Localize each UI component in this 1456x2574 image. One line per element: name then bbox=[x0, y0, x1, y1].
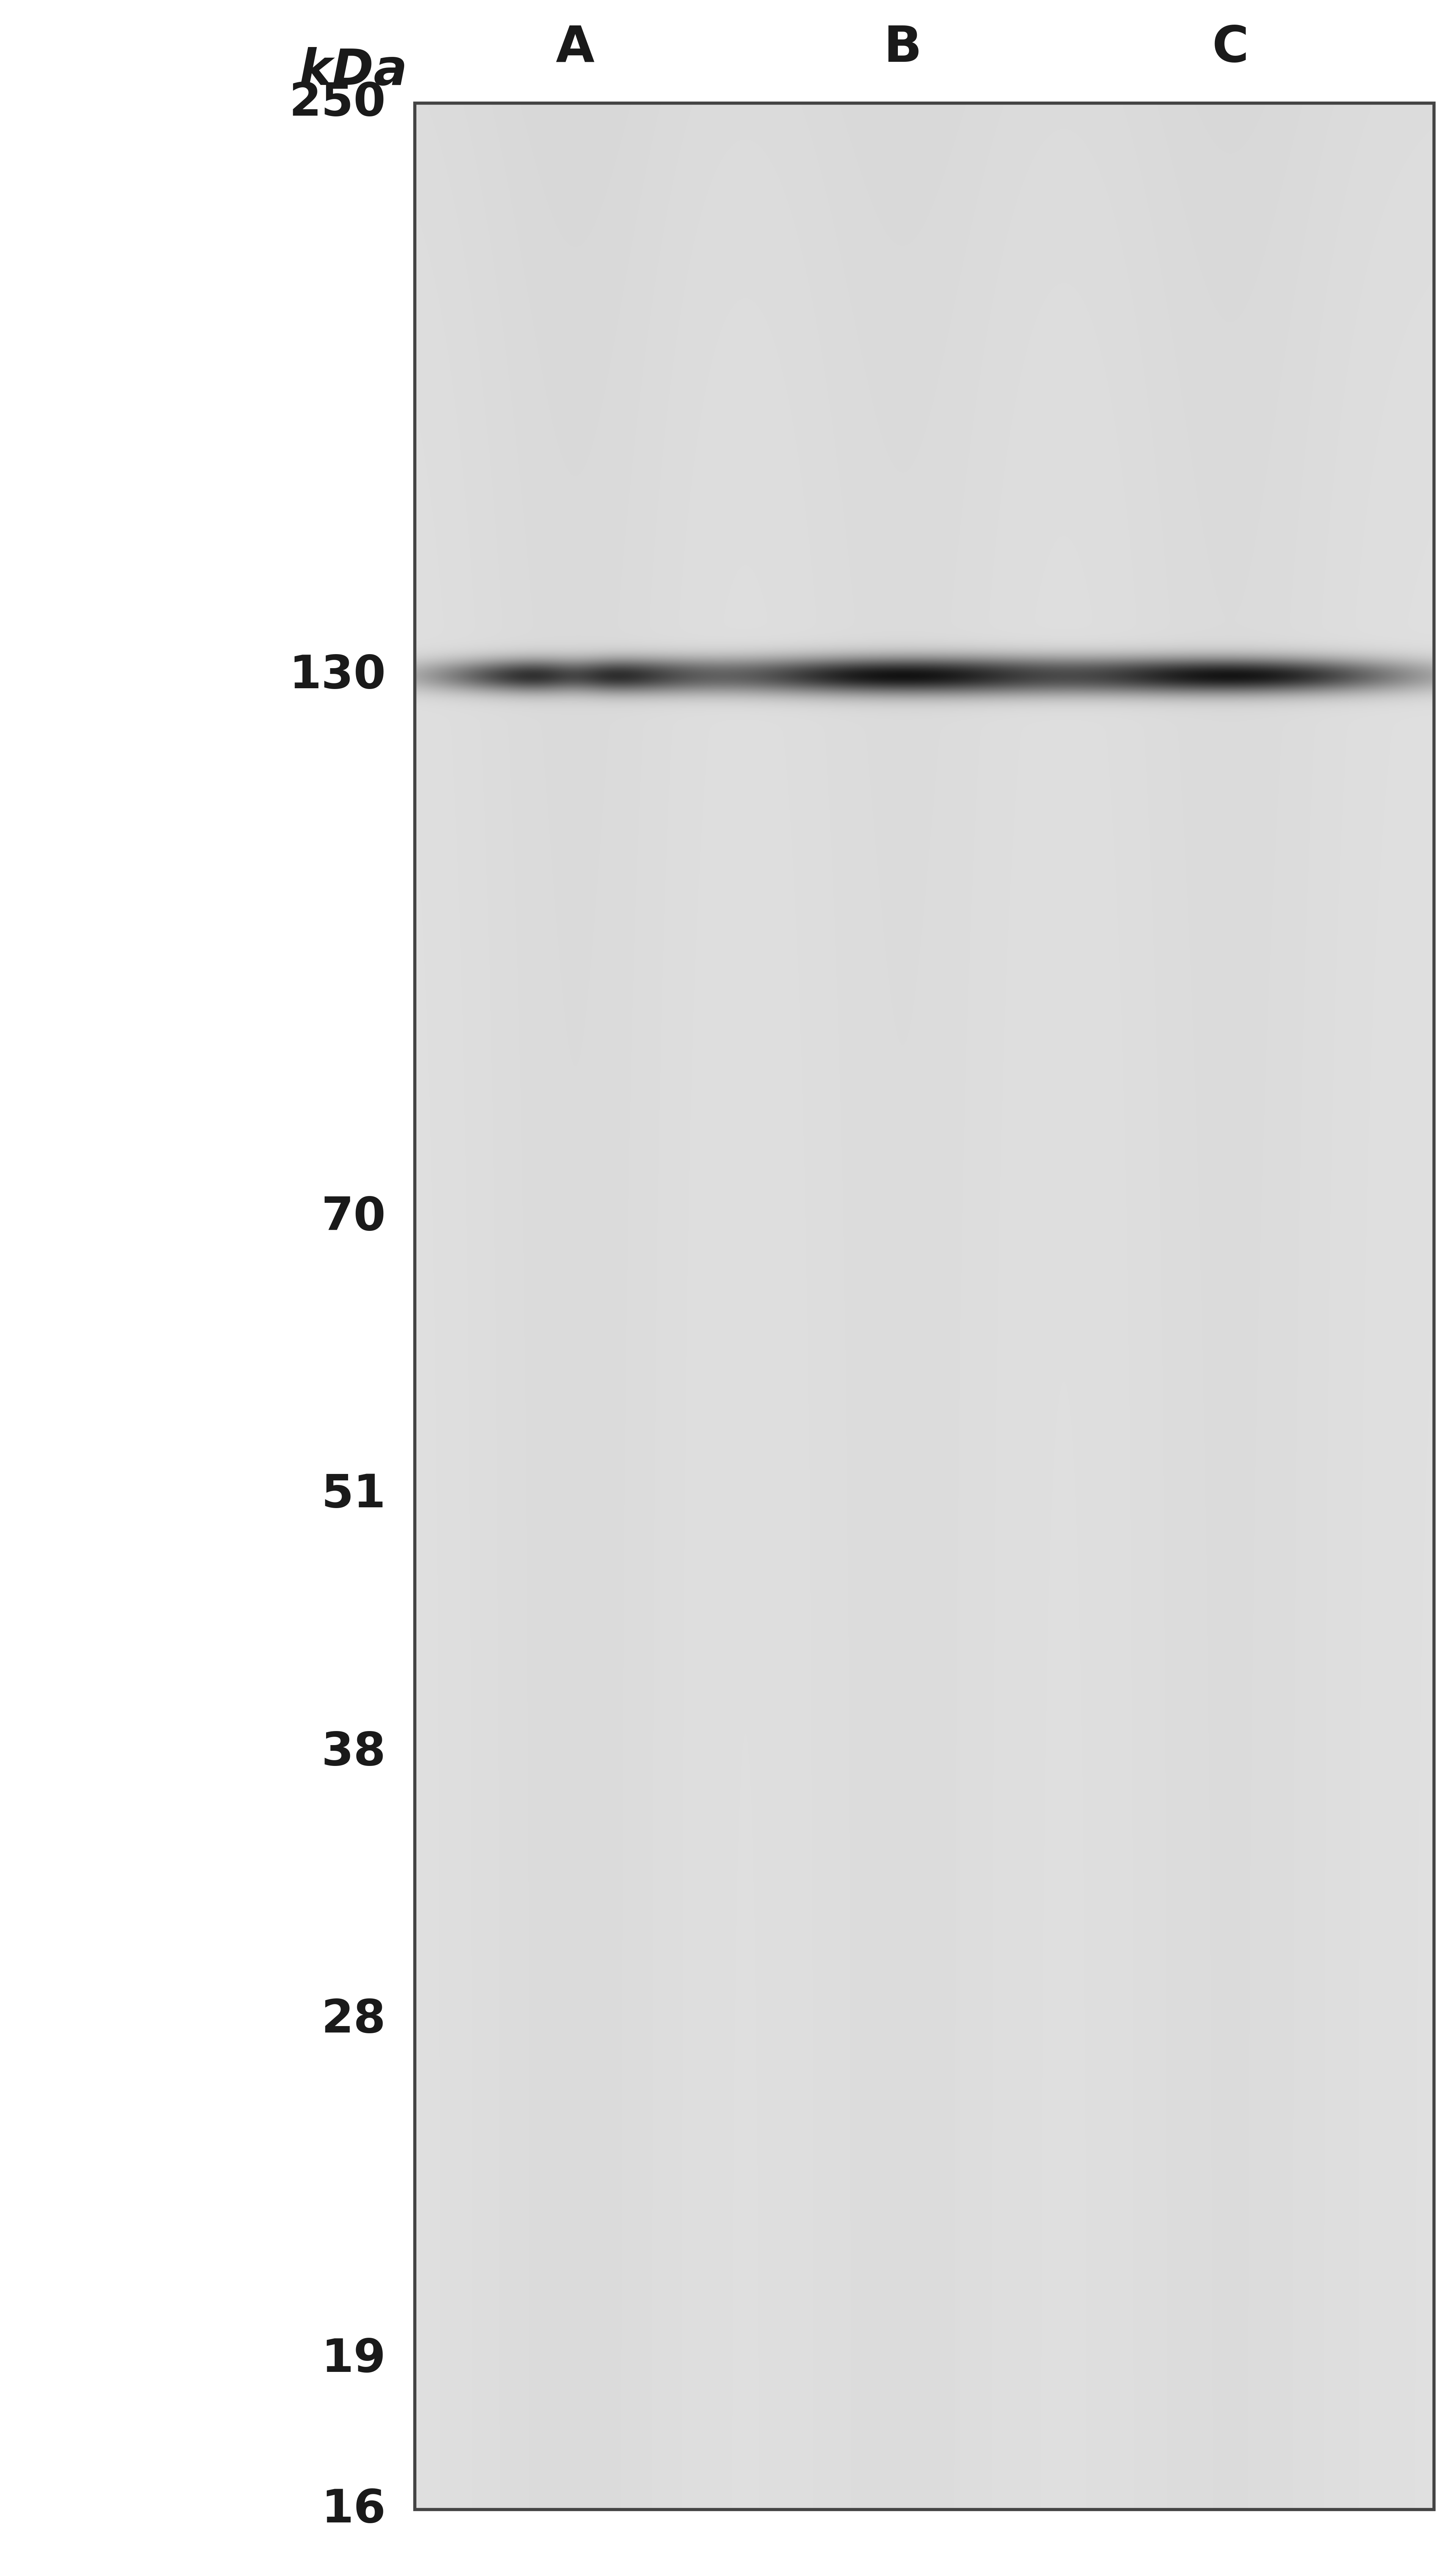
Text: 28: 28 bbox=[322, 1997, 386, 2041]
Text: B: B bbox=[884, 23, 922, 72]
Text: 250: 250 bbox=[290, 80, 386, 126]
Bar bbox=[415, 103, 1434, 2510]
Text: A: A bbox=[556, 23, 594, 72]
Text: 16: 16 bbox=[322, 2486, 386, 2533]
Text: kDa: kDa bbox=[298, 46, 408, 95]
Text: 51: 51 bbox=[322, 1472, 386, 1516]
Text: C: C bbox=[1211, 23, 1249, 72]
Text: 38: 38 bbox=[322, 1730, 386, 1773]
Text: 130: 130 bbox=[288, 654, 386, 698]
Text: 19: 19 bbox=[322, 2337, 386, 2381]
Text: 70: 70 bbox=[322, 1194, 386, 1241]
